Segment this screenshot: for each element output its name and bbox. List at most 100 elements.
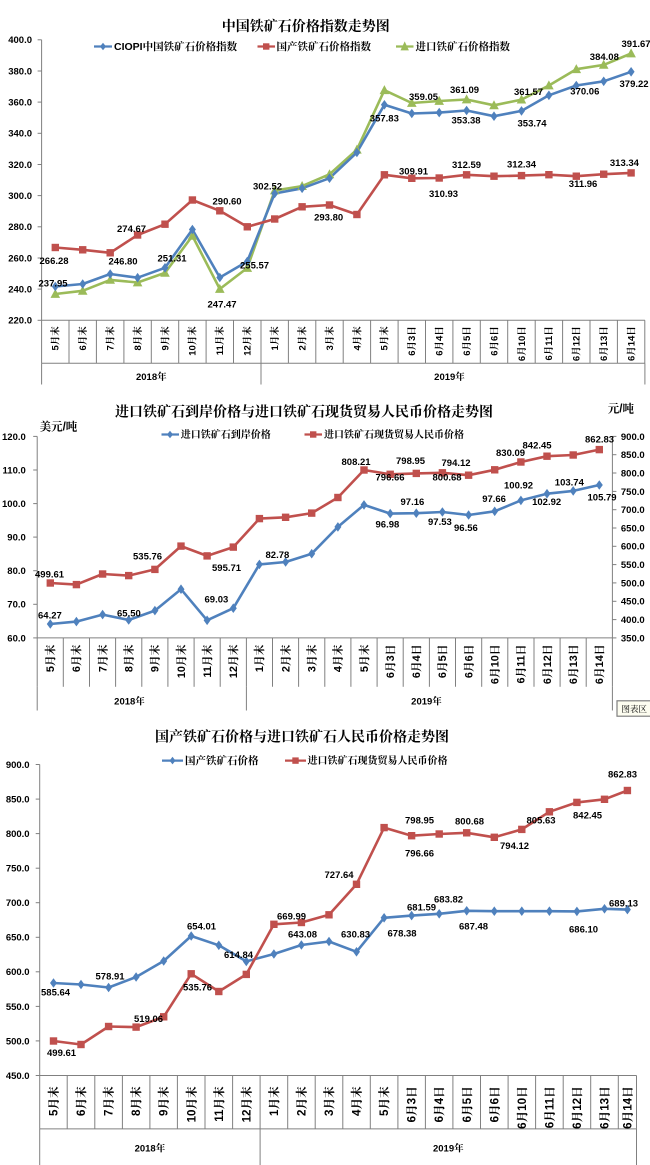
svg-text:808.21: 808.21 [342,457,372,468]
svg-text:312.59: 312.59 [452,160,481,171]
svg-text:850.0: 850.0 [6,795,30,806]
svg-text:391.67: 391.67 [622,39,650,50]
svg-text:2月末: 2月末 [295,1086,309,1116]
svg-text:900.0: 900.0 [621,432,645,443]
svg-text:798.95: 798.95 [396,456,426,467]
svg-text:535.76: 535.76 [133,552,162,563]
svg-text:578.91: 578.91 [96,972,126,983]
svg-text:5月末: 5月末 [47,1086,61,1116]
svg-text:499.61: 499.61 [47,1048,77,1059]
svg-text:6月10日: 6月10日 [489,645,502,685]
svg-text:643.08: 643.08 [288,930,317,941]
svg-text:2月末: 2月末 [296,326,308,351]
svg-text:12月末: 12月末 [226,644,240,678]
svg-text:687.48: 687.48 [459,922,488,933]
svg-text:450.0: 450.0 [621,597,645,608]
svg-text:6月3日: 6月3日 [384,645,397,679]
svg-text:图表区: 图表区 [622,704,648,714]
svg-text:6月12日: 6月12日 [571,1086,584,1129]
svg-text:255.57: 255.57 [240,261,269,272]
svg-text:499.61: 499.61 [35,570,65,581]
svg-text:2019年: 2019年 [411,695,442,707]
svg-text:681.59: 681.59 [407,903,436,914]
svg-text:2018年: 2018年 [136,371,167,383]
svg-text:300.0: 300.0 [8,191,32,202]
svg-text:600.0: 600.0 [621,542,645,553]
svg-text:2018年: 2018年 [135,1143,166,1155]
svg-text:310.93: 310.93 [429,189,458,200]
svg-text:7月末: 7月末 [105,326,117,351]
svg-text:6月4日: 6月4日 [410,645,423,679]
svg-text:727.64: 727.64 [325,870,355,881]
svg-text:290.60: 290.60 [213,197,242,208]
svg-text:1月末: 1月末 [269,326,281,351]
svg-text:5月末: 5月末 [43,644,57,672]
svg-text:12月末: 12月末 [239,1086,253,1122]
svg-text:280.0: 280.0 [8,222,32,233]
svg-text:105.79: 105.79 [588,492,617,503]
svg-text:6月13日: 6月13日 [599,326,610,361]
svg-text:700.0: 700.0 [621,505,645,516]
svg-text:4月末: 4月末 [351,326,363,351]
svg-text:384.08: 384.08 [590,52,619,63]
svg-text:11月末: 11月末 [212,1086,226,1122]
svg-text:2019年: 2019年 [434,371,465,383]
svg-text:380.0: 380.0 [8,66,32,77]
svg-text:103.74: 103.74 [555,477,585,488]
svg-text:274.67: 274.67 [117,224,146,235]
svg-text:6月6日: 6月6日 [488,1086,501,1122]
svg-text:6月13日: 6月13日 [567,645,580,685]
svg-text:6月10日: 6月10日 [517,326,528,361]
svg-text:9月末: 9月末 [148,644,162,672]
svg-text:6月6日: 6月6日 [489,326,500,356]
svg-text:国产铁矿石价格与进口铁矿石人民币价格走势图: 国产铁矿石价格与进口铁矿石人民币价格走势图 [155,729,449,745]
svg-text:669.99: 669.99 [277,912,306,923]
svg-text:900.0: 900.0 [6,760,30,771]
svg-text:311.96: 311.96 [569,179,598,190]
svg-text:796.66: 796.66 [405,849,434,860]
svg-text:12月末: 12月末 [242,326,254,356]
svg-text:313.34: 313.34 [610,158,640,169]
svg-text:7月末: 7月末 [102,1086,116,1116]
svg-text:2018年: 2018年 [114,695,145,707]
svg-text:6月末: 6月末 [69,644,83,672]
svg-text:400.0: 400.0 [8,35,32,46]
svg-text:2019年: 2019年 [433,1143,464,1155]
svg-text:11月末: 11月末 [200,644,214,677]
svg-text:82.78: 82.78 [266,550,290,561]
svg-text:379.22: 379.22 [620,79,649,90]
svg-text:9月末: 9月末 [157,1086,171,1116]
svg-text:800.0: 800.0 [6,829,30,840]
svg-text:100.92: 100.92 [504,481,533,492]
svg-text:元/吨: 元/吨 [608,402,635,416]
svg-text:683.82: 683.82 [434,895,463,906]
svg-text:6月3日: 6月3日 [406,1086,419,1122]
svg-text:794.12: 794.12 [500,841,529,852]
svg-text:8月末: 8月末 [132,326,144,351]
svg-text:600.0: 600.0 [6,967,30,978]
svg-text:595.71: 595.71 [212,563,242,574]
svg-text:3月末: 3月末 [305,644,319,672]
svg-text:4月末: 4月末 [350,1086,364,1116]
svg-text:120.0: 120.0 [2,432,26,443]
svg-text:70.0: 70.0 [7,600,26,611]
svg-text:246.80: 246.80 [109,257,138,268]
svg-text:359.05: 359.05 [409,92,439,103]
svg-text:450.0: 450.0 [6,1071,30,1082]
svg-text:6月5日: 6月5日 [461,1086,474,1122]
svg-text:6月11日: 6月11日 [544,326,555,360]
svg-text:519.06: 519.06 [134,1014,163,1025]
svg-text:6月4日: 6月4日 [435,326,446,356]
svg-text:6月12日: 6月12日 [572,326,583,361]
svg-text:5月末: 5月末 [357,644,371,672]
svg-text:550.0: 550.0 [621,560,645,571]
svg-text:进口铁矿石现货贸易人民币价格: 进口铁矿石现货贸易人民币价格 [324,428,464,441]
svg-text:6月末: 6月末 [77,326,89,351]
svg-text:6月5日: 6月5日 [462,326,473,356]
svg-text:中国铁矿石价格指数走势图: 中国铁矿石价格指数走势图 [222,18,390,34]
svg-text:686.10: 686.10 [569,925,598,936]
svg-text:6月3日: 6月3日 [407,326,418,356]
svg-text:220.0: 220.0 [8,316,32,327]
svg-text:370.06: 370.06 [570,87,599,98]
svg-text:6月11日: 6月11日 [543,1086,556,1128]
